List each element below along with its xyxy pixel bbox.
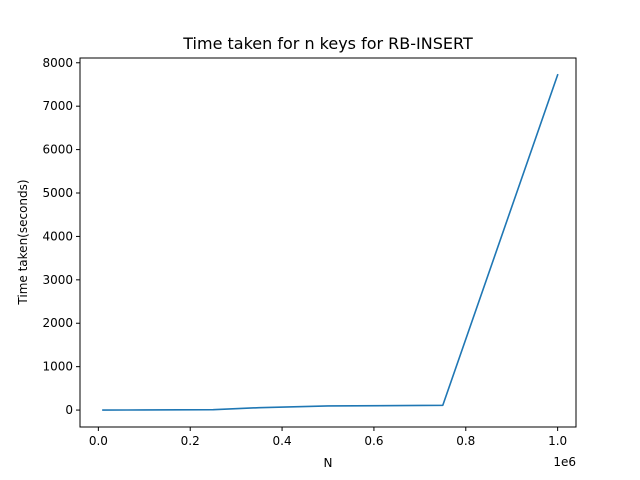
y-tick-label: 6000 [42, 143, 73, 157]
y-tick-label: 7000 [42, 99, 73, 113]
x-axis-label: N [324, 456, 333, 470]
y-axis: 0 1000 2000 3000 4000 5000 6000 7000 8000 [42, 56, 80, 417]
chart-title: Time taken for n keys for RB-INSERT [182, 34, 473, 53]
y-tick-label: 2000 [42, 316, 73, 330]
y-axis-label: Time taken(seconds) [16, 179, 30, 305]
x-tick-label: 0.2 [181, 434, 200, 448]
y-tick-label: 0 [65, 403, 73, 417]
x-axis-offset-label: 1e6 [553, 455, 576, 469]
x-tick-label: 0.0 [89, 434, 108, 448]
y-tick-label: 1000 [42, 360, 73, 374]
plot-area [102, 73, 559, 411]
x-tick-label: 0.6 [364, 434, 383, 448]
y-tick-label: 5000 [42, 186, 73, 200]
series-line [102, 73, 559, 411]
x-tick-label: 0.8 [456, 434, 475, 448]
y-tick-label: 8000 [42, 56, 73, 70]
axes-frame [79, 57, 577, 428]
y-tick-label: 3000 [42, 273, 73, 287]
y-tick-label: 4000 [42, 229, 73, 243]
x-axis: 0.0 0.2 0.4 0.6 0.8 1.0 [89, 427, 567, 448]
x-tick-label: 0.4 [273, 434, 292, 448]
x-tick-label: 1.0 [548, 434, 567, 448]
